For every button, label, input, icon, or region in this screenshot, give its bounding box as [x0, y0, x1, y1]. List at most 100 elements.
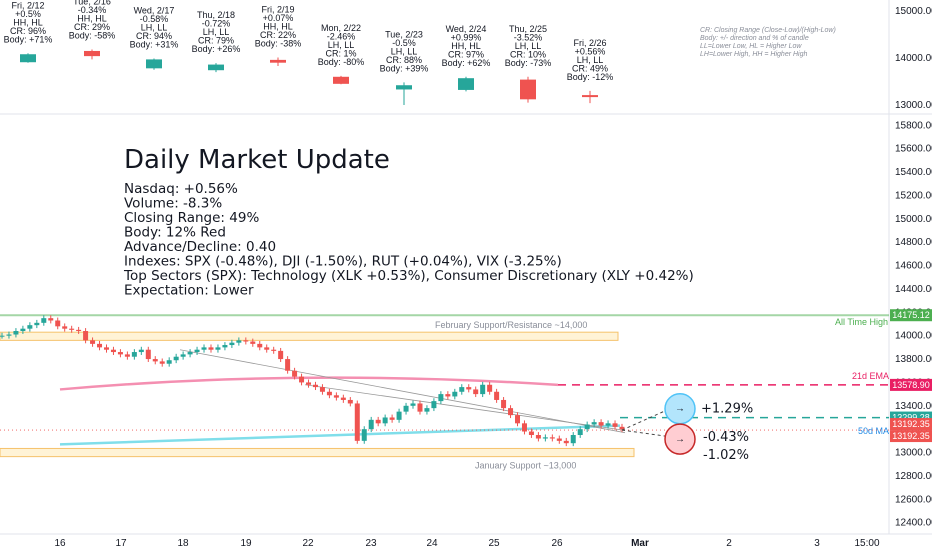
- daily-text: HH, HL: [13, 17, 43, 27]
- ema-curve: [59, 376, 559, 391]
- x-tick-label: 17: [115, 538, 127, 549]
- main-tick-label: 14800.00: [895, 237, 932, 248]
- summary-line: Advance/Decline: 0.40: [124, 239, 276, 255]
- summary-line: Body: 12% Red: [124, 225, 226, 241]
- x-tick-label: 23: [365, 538, 377, 549]
- daily-text: CR: 22%: [260, 30, 296, 40]
- daily-text: CR: 49%: [572, 63, 608, 73]
- intraday-body: [549, 437, 555, 439]
- intraday-body: [598, 422, 604, 426]
- intraday-body: [124, 354, 130, 357]
- daily-text: Body: +62%: [442, 58, 491, 68]
- intraday-body: [278, 350, 284, 360]
- zone-label: January Support ~13,000: [475, 461, 576, 471]
- daily-text: Wed, 2/24: [446, 24, 487, 34]
- intraday-body: [619, 426, 625, 430]
- main-tick-label: 13400.00: [895, 401, 932, 412]
- daily-body: [458, 78, 474, 90]
- intraday-body: [97, 343, 103, 348]
- daily-body: [270, 59, 286, 63]
- daily-text: -3.52%: [514, 32, 543, 42]
- proj-circle-down: [664, 423, 696, 455]
- intraday-body: [159, 361, 165, 364]
- daily-text: -2.46%: [327, 31, 356, 41]
- daily-body: [520, 79, 536, 100]
- proj-line-down: [621, 429, 667, 437]
- main-tick-label: 14600.00: [895, 261, 932, 272]
- legend-line: LL=Lower Low, HL = Higher Low: [700, 43, 802, 50]
- daily-text: Body: +39%: [380, 63, 429, 73]
- price-tag-bg: [890, 430, 932, 443]
- intraday-body: [466, 387, 472, 390]
- intraday-body: [271, 349, 277, 351]
- daily-text: +0.5%: [15, 9, 41, 19]
- daily-text: LH, LL: [515, 41, 542, 51]
- intraday-body: [264, 347, 270, 350]
- intraday-body: [83, 331, 89, 341]
- daily-text: -0.5%: [392, 38, 416, 48]
- price-tag-text: 14175.12: [892, 310, 930, 320]
- daily-text: Body: -38%: [255, 39, 302, 49]
- price-tag-text: 13192.35: [892, 419, 930, 429]
- intraday-body: [187, 352, 193, 355]
- ma-label: 50d MA: [858, 426, 889, 436]
- intraday-body: [368, 419, 374, 430]
- daily-text: +0.07%: [263, 13, 294, 23]
- price-tag: 13578.90: [890, 378, 932, 391]
- summary-text: Nasdaq: +0.56%Volume: -8.3%Closing Range…: [123, 181, 694, 299]
- intraday-body: [508, 408, 514, 416]
- x-tick-label: 16: [54, 538, 66, 549]
- daily-text: LH, LL: [391, 46, 418, 56]
- daily-text: +0.99%: [451, 32, 482, 42]
- intraday-body: [410, 403, 416, 406]
- intraday-body: [473, 389, 479, 395]
- intraday-body: [584, 424, 590, 430]
- support-zone: [0, 331, 619, 341]
- intraday-body: [556, 438, 562, 441]
- proj-up-label: +1.29%: [701, 402, 753, 417]
- intraday-body: [354, 403, 360, 441]
- daily-text: CR: 94%: [136, 31, 172, 41]
- intraday-body: [34, 322, 40, 326]
- intraday-body: [459, 387, 465, 392]
- daily-text: LH, LL: [141, 22, 168, 32]
- intraday-body: [243, 340, 249, 342]
- summary-line: Indexes: SPX (-0.48%), DJI (-1.50%), RUT…: [124, 254, 562, 270]
- intraday-body: [90, 340, 96, 344]
- inset-tick-label: 13000.00: [895, 100, 932, 111]
- intraday-body: [117, 352, 123, 355]
- daily-text: LH, LL: [577, 55, 604, 65]
- main-tick-label: 13800.00: [895, 354, 932, 365]
- inset-tick-label: 15000.00: [895, 6, 932, 17]
- legend-box: CR: Closing Range (Close-Low)/(High-Low)…: [700, 27, 836, 58]
- intraday-body: [76, 329, 82, 332]
- zone-label: February Support/Resistance ~14,000: [435, 320, 587, 330]
- daily-text: Fri, 2/19: [261, 5, 294, 15]
- intraday-body: [285, 359, 291, 371]
- intraday-body: [173, 356, 179, 361]
- ema-label: 21d EMA: [852, 371, 889, 381]
- price-tag: 13192.35: [890, 430, 932, 443]
- daily-text: Tue, 2/23: [385, 29, 423, 39]
- intraday-body: [521, 423, 527, 432]
- main-tick-label: 15000.00: [895, 214, 932, 225]
- price-tag: 13192.35: [890, 418, 932, 431]
- daily-text: -0.34%: [78, 5, 107, 15]
- intraday-body: [396, 411, 402, 420]
- daily-text: Body: -58%: [69, 31, 116, 41]
- intraday-body: [431, 401, 437, 409]
- daily-body: [146, 59, 162, 69]
- x-tick-label: 2: [726, 538, 732, 549]
- intraday-body: [605, 423, 611, 426]
- daily-body: [84, 50, 100, 57]
- daily-text: CR: 97%: [448, 49, 484, 59]
- proj-down1-label: -0.43%: [703, 430, 749, 445]
- x-tick-label: 22: [302, 538, 314, 549]
- summary-line: Closing Range: 49%: [124, 210, 259, 226]
- main-tick-label: 12600.00: [895, 494, 932, 505]
